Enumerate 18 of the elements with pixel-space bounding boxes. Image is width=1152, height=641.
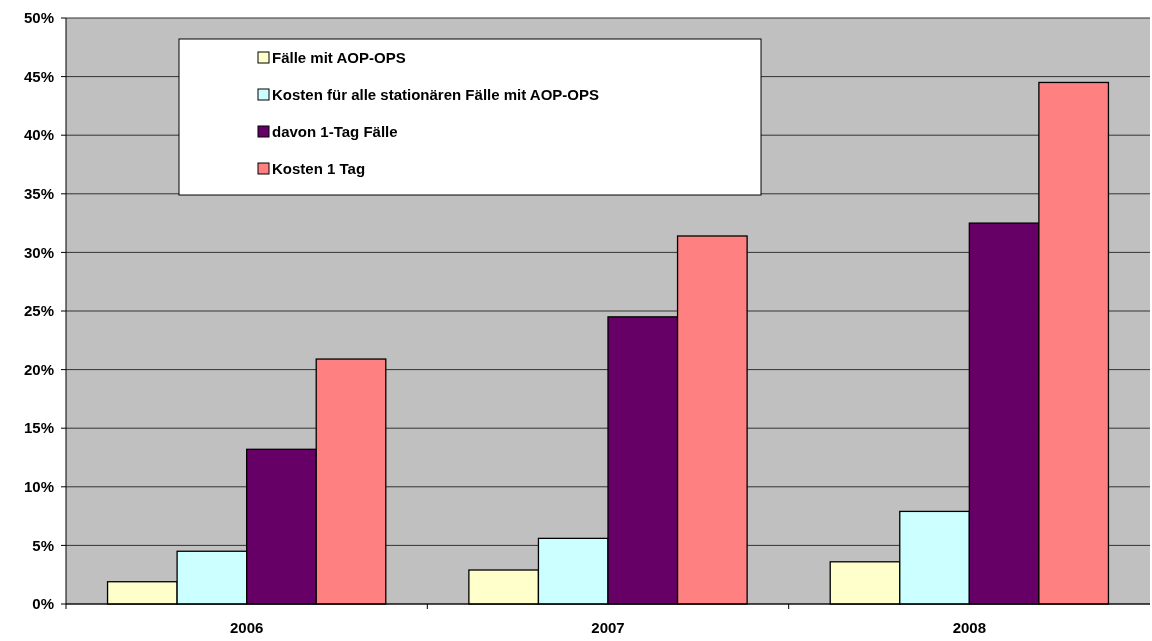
y-tick-label: 10% — [23, 478, 54, 496]
y-tick-label: 50% — [23, 9, 54, 27]
y-tick-label: 35% — [23, 185, 54, 203]
y-tick-label: 15% — [23, 419, 54, 437]
y-tick-label: 5% — [32, 536, 54, 554]
y-tick-label: 40% — [23, 126, 54, 144]
y-tick-label: 30% — [23, 243, 54, 261]
y-tick-label: 0% — [32, 595, 54, 613]
y-tick-label: 25% — [23, 302, 54, 320]
x-tick-label: 2007 — [591, 619, 625, 636]
legend-label: Fälle mit AOP-OPS — [272, 49, 406, 67]
y-tick-label: 20% — [23, 360, 54, 378]
x-tick-label: 2008 — [952, 619, 987, 636]
legend-label: Kosten 1 Tag — [272, 160, 366, 178]
legend-label: davon 1-Tag Fälle — [272, 123, 398, 141]
y-tick-label: 45% — [23, 67, 54, 85]
x-tick-label: 2006 — [229, 619, 264, 636]
legend-label: Kosten für alle stationären Fälle mit AOP-OPS — [272, 86, 600, 104]
